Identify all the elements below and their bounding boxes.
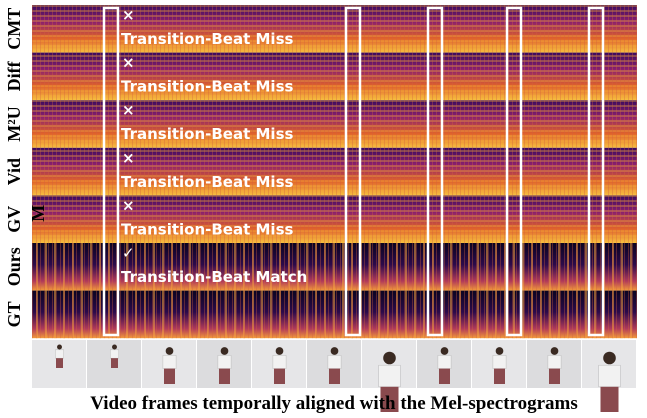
frame-figure (440, 347, 449, 355)
annotation-mark: ✓ (122, 244, 135, 262)
frame-figure (272, 355, 287, 369)
frame-figure (598, 364, 621, 388)
frame-figure (217, 355, 232, 369)
annotation-mark: × (122, 101, 135, 119)
frame-figure (378, 364, 401, 388)
frame-figure (57, 344, 62, 350)
frame-figure (220, 347, 229, 355)
frame-figure (603, 351, 616, 365)
spectrogram-texture (32, 243, 637, 291)
frame-figure (111, 358, 118, 368)
frame-figure (110, 349, 119, 359)
method-label: CMT (4, 8, 24, 50)
frame-figure (330, 347, 339, 355)
video-frames (32, 340, 636, 412)
frame-figure (56, 358, 63, 368)
highlight-box (587, 6, 605, 337)
spectrogram-rows: CMT Diff M²U Vid GV Ours GT M (4, 5, 637, 339)
frame-figure (164, 368, 175, 384)
frame-figure (162, 355, 177, 369)
method-label: GT (4, 301, 24, 327)
frame-figure (494, 368, 505, 384)
frame-figure (383, 351, 396, 365)
annotation-mark: × (122, 54, 135, 72)
frame-figure (550, 347, 559, 355)
annotation-text: Transition-Beat Miss (121, 125, 293, 143)
frame-figure (329, 368, 340, 384)
spectrogram-texture (32, 147, 637, 196)
frame-figure (219, 368, 230, 384)
spectrogram-texture (32, 5, 637, 53)
caption: Video frames temporally aligned with the… (90, 393, 578, 414)
frame-figure (600, 386, 619, 412)
method-label: M²U (4, 106, 24, 141)
frame-figure (327, 355, 342, 369)
frame-figure (549, 368, 560, 384)
frame-figure (495, 347, 504, 355)
method-label: GV (4, 206, 24, 233)
frame-figure (165, 347, 174, 355)
spectrogram-texture (32, 52, 637, 101)
method-label: Diff (4, 60, 24, 91)
annotation-text: Transition-Beat Miss (121, 220, 293, 238)
annotation-text: Transition-Beat Miss (121, 173, 293, 191)
highlight-box (102, 6, 120, 337)
frame-figure (55, 349, 64, 359)
spectrogram-texture (32, 100, 637, 148)
label-fragment: M (28, 205, 48, 222)
spectrogram-texture (32, 290, 637, 339)
frame-figure (547, 355, 562, 369)
frame-figure (439, 368, 450, 384)
annotation-mark: × (122, 196, 135, 214)
method-label: Ours (4, 247, 24, 286)
highlight-boxes (102, 6, 605, 337)
annotation-text: Transition-Beat Miss (121, 78, 293, 96)
highlight-box (344, 6, 362, 337)
spectrogram-texture (32, 195, 637, 243)
annotation-mark: × (122, 149, 135, 167)
frame-figure (275, 347, 284, 355)
method-label: Vid (4, 158, 24, 185)
highlight-box (426, 6, 444, 337)
frame-figure (112, 344, 117, 350)
frame-figure (492, 355, 507, 369)
annotation-mark: × (122, 6, 135, 24)
frame-figure (274, 368, 285, 384)
frame-figure (437, 355, 452, 369)
frame-figure (380, 386, 399, 412)
highlight-box (505, 6, 523, 337)
annotation-text: Transition-Beat Miss (121, 30, 293, 48)
annotations: × Transition-Beat Miss × Transition-Beat Mi… (121, 6, 307, 286)
annotation-text: Transition-Beat Match (121, 268, 307, 286)
